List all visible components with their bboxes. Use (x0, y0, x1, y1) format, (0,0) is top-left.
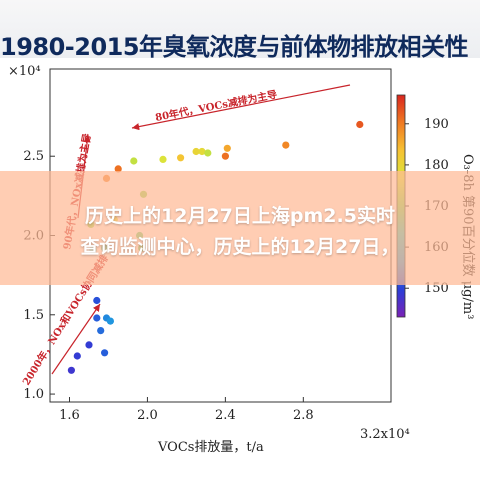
data-point (101, 349, 109, 357)
data-point (159, 155, 167, 163)
x-tick-label: 2.4 (215, 408, 236, 423)
headline-line-2: 查询监测中心，历史上的12月27日， (80, 236, 400, 258)
data-point (97, 327, 105, 335)
data-point (93, 314, 101, 322)
data-point (221, 152, 229, 160)
data-point (106, 317, 114, 325)
headline-banner[interactable]: 历史上的12月27日上海pm2.5实时 查询监测中心，历史上的12月27日， (0, 171, 480, 285)
y-tick-label: 1.5 (23, 308, 44, 323)
data-point (204, 149, 212, 157)
figure-title: 1980-2015年臭氧浓度与前体物排放相关性 (0, 33, 469, 61)
colorbar-tick-label: 190 (424, 117, 449, 132)
data-point (73, 352, 81, 360)
arrow-1980s (131, 84, 351, 131)
data-point (114, 165, 122, 173)
data-point (192, 147, 200, 156)
data-point (85, 341, 93, 349)
x-axis-label: VOCs排放量，t/a (157, 440, 264, 455)
data-point (93, 296, 101, 305)
y-tick-label: 1.0 (23, 387, 44, 402)
data-point (67, 366, 75, 374)
x-tick-label: 2.0 (137, 408, 158, 423)
data-point (356, 120, 364, 129)
data-point (223, 144, 231, 152)
data-point (282, 141, 290, 149)
x-multiplier: 3.2x10⁴ (360, 427, 410, 442)
x-tick-label: 1.6 (59, 408, 80, 423)
arrow-2000s (51, 303, 101, 375)
title-strip: 1980-2015年臭氧浓度与前体物排放相关性 (0, 0, 480, 61)
colorbar-tick-label: 180 (424, 158, 449, 173)
y-tick-label: 2.5 (23, 149, 44, 164)
headline-line-1: 历史上的12月27日上海pm2.5实时 (85, 205, 395, 227)
data-point (130, 157, 138, 165)
annotation-1980s: 80年代，VOCs减排为主导 (154, 88, 278, 124)
x-tick-label: 2.8 (293, 408, 314, 423)
data-point (177, 154, 185, 162)
y-multiplier: ×10⁴ (8, 64, 41, 79)
data-point (198, 147, 206, 156)
